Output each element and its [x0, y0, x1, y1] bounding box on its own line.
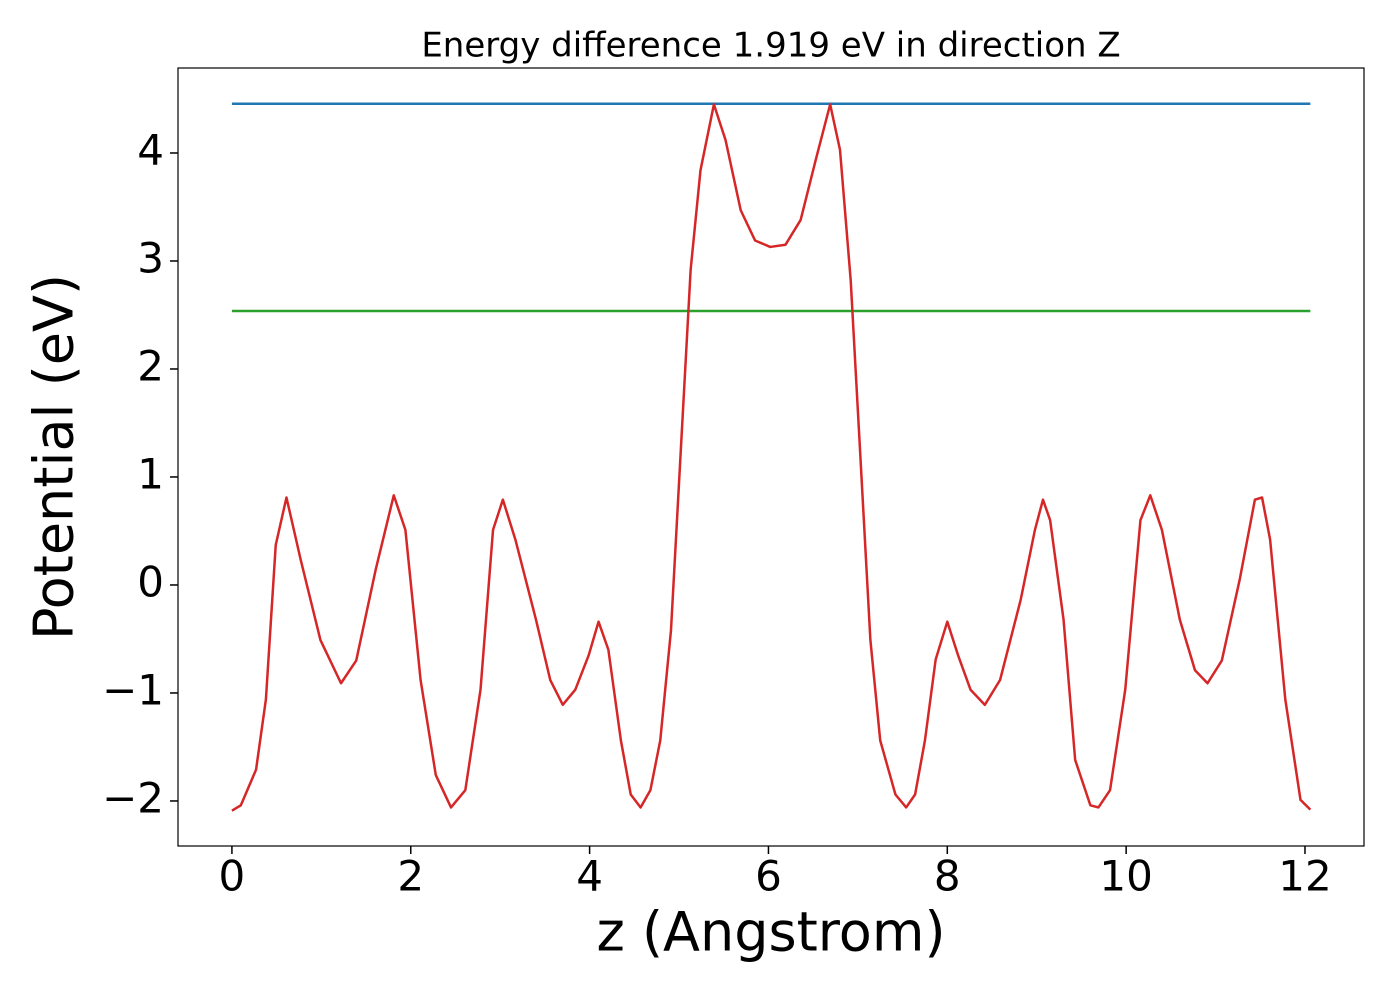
y-tick-label: 0 — [137, 557, 164, 606]
y-tick-label: 3 — [137, 233, 164, 282]
x-axis-label: z (Angstrom) — [596, 901, 945, 964]
y-tick-label: −2 — [102, 773, 164, 822]
y-tick-label: 2 — [137, 341, 164, 390]
chart-title: Energy difference 1.919 eV in direction … — [421, 26, 1120, 66]
x-tick-label: 10 — [1099, 852, 1152, 901]
y-axis-label: Potential (eV) — [23, 274, 86, 640]
x-tick-label: 6 — [755, 852, 782, 901]
y-tick-label: −1 — [102, 665, 164, 714]
data-line — [231, 103, 1312, 812]
x-tick-label: 4 — [576, 852, 603, 901]
plot-frame — [177, 67, 1365, 847]
x-tick-label: 12 — [1278, 852, 1331, 901]
y-tick-label: 4 — [137, 125, 164, 174]
x-tick-label: 8 — [934, 852, 961, 901]
x-tick-label: 2 — [397, 852, 424, 901]
y-tick-label: 1 — [137, 449, 164, 498]
x-tick-label: 0 — [219, 852, 246, 901]
